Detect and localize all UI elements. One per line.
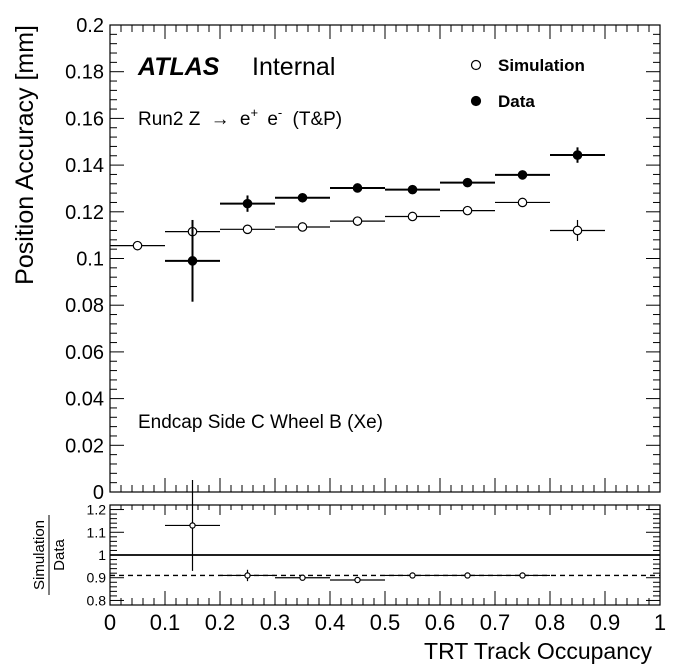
legend-simulation-label: Simulation bbox=[498, 56, 585, 75]
main-data-point bbox=[517, 170, 528, 180]
main-ytick-label: 0.08 bbox=[65, 295, 104, 317]
ratio-ylabel-numerator: Simulation bbox=[31, 520, 48, 590]
ratio-simulation-data-point bbox=[464, 572, 471, 579]
legend-data-marker bbox=[470, 95, 482, 107]
ratio-ytick-label: 1.2 bbox=[87, 502, 107, 518]
xlabel: TRT Track Occupancy bbox=[424, 638, 652, 664]
main-axis-ticks bbox=[109, 24, 661, 493]
process-e1: e bbox=[240, 109, 251, 130]
main-ytick-label: 0.12 bbox=[65, 202, 104, 224]
main-ytick-labels: 0 0.02 0.04 0.06 0.08 0.1 0.12 0.14 0.16 0.18 0.2 bbox=[65, 15, 104, 504]
main-ytick-label: 0.06 bbox=[65, 342, 104, 364]
main-simulation-point bbox=[572, 225, 583, 236]
xtick-label: 0.9 bbox=[590, 610, 621, 635]
process-label: Run2 Z → e+ e- (T&P) bbox=[138, 101, 342, 130]
ratio-ytick-label: 1.1 bbox=[87, 524, 107, 540]
main-ytick-label: 0.1 bbox=[76, 249, 104, 271]
ratio-ylabel-denominator: Data bbox=[51, 539, 68, 571]
ratio-data-marks bbox=[165, 480, 550, 584]
ratio-simulation-data-point bbox=[299, 574, 306, 581]
xtick-label: 0.5 bbox=[370, 610, 401, 635]
main-data-point bbox=[462, 177, 473, 188]
legend-data-label: Data bbox=[498, 92, 535, 111]
xtick-label: 0.3 bbox=[260, 610, 291, 635]
ratio-simulation-data-point bbox=[244, 572, 251, 579]
xtick-label: 0.8 bbox=[535, 610, 566, 635]
main-data-point bbox=[297, 192, 308, 203]
main-ytick-label: 0.16 bbox=[65, 108, 104, 130]
main-simulation-point bbox=[297, 222, 308, 232]
main-data-marks bbox=[110, 147, 605, 302]
process-prefix: Run2 Z bbox=[138, 109, 201, 130]
xtick-label: 0.2 bbox=[205, 610, 236, 635]
process-arrow: → bbox=[211, 109, 230, 130]
main-ytick-label: 0.18 bbox=[65, 62, 104, 84]
main-simulation-point bbox=[517, 197, 528, 208]
process-suffix: (T&P) bbox=[293, 109, 343, 130]
main-ytick-label: 0.14 bbox=[65, 155, 104, 177]
internal-label: Internal bbox=[252, 53, 335, 81]
ratio-ylabel: Simulation Data bbox=[31, 515, 68, 595]
region-label: Endcap Side C Wheel B (Xe) bbox=[138, 412, 383, 433]
legend: Simulation Data bbox=[470, 56, 585, 111]
xtick-label: 0.4 bbox=[315, 610, 346, 635]
main-ylabel: Position Accuracy [mm] bbox=[11, 25, 39, 285]
legend-simulation-marker bbox=[470, 59, 482, 71]
ratio-simulation-data-point bbox=[409, 572, 416, 579]
xtick-label: 0.7 bbox=[480, 610, 511, 635]
xtick-label: 0.6 bbox=[425, 610, 456, 635]
main-ytick-label: 0.2 bbox=[76, 15, 104, 37]
xtick-label: 0.1 bbox=[150, 610, 181, 635]
main-ytick-label: 0.04 bbox=[65, 389, 104, 411]
ratio-ytick-label: 0.9 bbox=[87, 570, 107, 586]
main-data-point bbox=[242, 198, 253, 209]
ratio-simulation-data-point bbox=[519, 572, 526, 579]
ratio-ytick-labels: 0.8 0.9 1 1.1 1.2 bbox=[87, 502, 107, 609]
main-simulation-point bbox=[242, 224, 253, 235]
process-e2-sup: - bbox=[278, 105, 282, 120]
main-simulation-point bbox=[352, 216, 363, 226]
xtick-label: 1 bbox=[654, 610, 666, 635]
main-data-point bbox=[187, 256, 198, 266]
main-simulation-point bbox=[407, 211, 418, 222]
main-simulation-point bbox=[462, 205, 473, 216]
xtick-labels: 0 0.1 0.2 0.3 0.4 0.5 0.6 0.7 0.8 0.9 1 bbox=[104, 610, 666, 635]
ratio-ytick-label: 1 bbox=[98, 547, 106, 563]
ratio-simulation-data-point bbox=[354, 576, 361, 584]
ratio-simulation-data-point bbox=[189, 522, 196, 529]
main-simulation-point bbox=[132, 240, 143, 251]
xtick-label: 0 bbox=[104, 610, 116, 635]
atlas-label: ATLAS bbox=[137, 53, 220, 81]
main-ytick-label: 0.02 bbox=[65, 435, 104, 457]
main-data-point bbox=[572, 150, 583, 160]
process-e2: e bbox=[267, 109, 278, 130]
main-data-point bbox=[407, 184, 418, 195]
ratio-ytick-label: 0.8 bbox=[87, 592, 107, 608]
main-data-point bbox=[352, 183, 363, 193]
main-ytick-label: 0 bbox=[93, 482, 104, 504]
ratio-axis-ticks bbox=[109, 505, 661, 605]
process-e1-sup: + bbox=[250, 105, 258, 120]
